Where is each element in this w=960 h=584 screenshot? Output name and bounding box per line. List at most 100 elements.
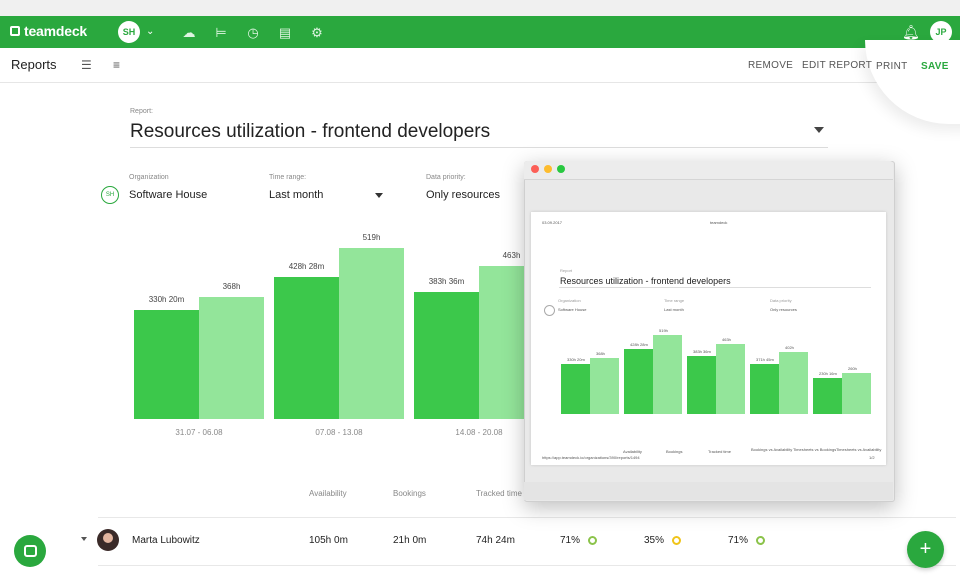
- preview-chart-bar: [779, 351, 808, 414]
- preview-titlebar: [524, 161, 893, 180]
- tracked-value: 74h 24m: [476, 535, 515, 546]
- cloud-upload-icon[interactable]: ☁: [182, 25, 196, 40]
- data-priority-label: Data priority:: [426, 174, 466, 181]
- table-divider: [98, 565, 956, 566]
- preview-bar-label: 463h: [722, 336, 731, 342]
- chevron-down-icon[interactable]: ⌄: [146, 26, 155, 37]
- report-name-select[interactable]: Resources utilization - frontend develop…: [130, 121, 491, 142]
- account-avatar[interactable]: JP: [930, 21, 952, 43]
- maximize-window-icon[interactable]: [557, 165, 565, 173]
- preview-date: 03.09.2017: [542, 220, 563, 225]
- bar-value-label: 519h: [362, 232, 381, 242]
- bar-value-label: 368h: [222, 282, 241, 292]
- time-range-label: Time range:: [269, 174, 307, 181]
- preview-col-bookings: Bookings: [666, 449, 683, 454]
- expand-row-icon[interactable]: [81, 537, 87, 541]
- edit-report-button[interactable]: EDIT REPORT: [802, 60, 873, 71]
- preview-org-badge: [544, 305, 555, 316]
- chart-icon[interactable]: ▤: [278, 25, 292, 40]
- bell-icon[interactable]: 🔔︎: [902, 24, 920, 40]
- preview-chart-bar: [750, 363, 779, 414]
- table-divider: [98, 517, 956, 518]
- bar-value-label: 428h 28m: [288, 262, 325, 272]
- teamdeck-logo[interactable]: teamdeck: [10, 23, 87, 39]
- preview-org-label: Organization: [558, 298, 581, 303]
- time-range-dropdown-icon[interactable]: [375, 193, 383, 198]
- report-dropdown-icon[interactable]: [814, 127, 824, 133]
- avatar: [97, 529, 119, 551]
- preview-chart-bar: [716, 343, 745, 414]
- preview-bar-label: 368h: [596, 351, 605, 357]
- bar-value-label: 383h 36m: [428, 277, 465, 287]
- preview-report-name: Resources utilization - frontend develop…: [560, 276, 731, 286]
- logo-mark-icon: [10, 26, 20, 36]
- minimize-window-icon[interactable]: [544, 165, 552, 173]
- add-button[interactable]: +: [907, 531, 944, 568]
- timesheets-vs-availability-pct: 71%: [728, 535, 749, 546]
- print-button[interactable]: PRINT: [876, 61, 908, 72]
- chat-icon: [23, 545, 37, 557]
- preview-chart-bar: [624, 349, 653, 414]
- list-icon[interactable]: ≡: [113, 58, 121, 72]
- category-label: 07.08 - 13.08: [315, 428, 363, 437]
- column-availability: Availability: [309, 489, 347, 498]
- chart-bar: [339, 247, 404, 419]
- settings-icon[interactable]: ⚙: [311, 25, 323, 40]
- save-highlight: [865, 40, 960, 124]
- timer-icon[interactable]: ◷: [247, 25, 259, 40]
- preview-time-label: Time range: [664, 298, 685, 303]
- report-underline: [130, 147, 828, 148]
- preview-chart-bar: [561, 363, 590, 414]
- preview-org-value: Software House: [558, 307, 587, 312]
- preview-col-timesheets-vs-bookings: Timesheets vs Bookings: [793, 447, 837, 452]
- preview-bar-label: 383h 36m: [693, 348, 711, 354]
- preview-bar-label: 402h: [785, 344, 794, 350]
- progress-ring-icon: [756, 536, 765, 545]
- chart-bar: [134, 309, 199, 419]
- preview-priority-label: Data priority: [770, 298, 792, 303]
- bar-value-label: 463h: [502, 251, 521, 261]
- chat-button[interactable]: [14, 535, 46, 567]
- close-window-icon[interactable]: [531, 165, 539, 173]
- column-bookings: Bookings: [393, 489, 426, 498]
- preview-underline: [559, 287, 871, 288]
- preview-bar-label: 330h 20m: [567, 356, 585, 362]
- chart-bar: [274, 277, 339, 419]
- preview-time-value: Last month: [664, 307, 684, 312]
- remove-button[interactable]: REMOVE: [748, 60, 794, 71]
- top-navigation-bar: [0, 16, 960, 48]
- organization-label: Organization: [129, 174, 169, 181]
- bookings-value: 21h 0m: [393, 535, 427, 546]
- organization-badge: SH: [101, 186, 119, 204]
- preview-col-availability: Availability: [623, 449, 642, 454]
- timesheets-vs-bookings-pct: 35%: [644, 535, 665, 546]
- category-label: 14.08 - 20.08: [455, 428, 503, 437]
- person-name[interactable]: Marta Lubowitz: [132, 535, 200, 546]
- progress-ring-icon: [588, 536, 597, 545]
- preview-chart-bar: [687, 355, 716, 414]
- chart-bar: [199, 297, 264, 419]
- save-button[interactable]: SAVE: [921, 61, 949, 72]
- chart-bar: [414, 292, 479, 419]
- preview-url: https://app.teamdeck.io/organizations/39…: [542, 455, 640, 460]
- preview-chart-bar: [590, 358, 619, 414]
- preview-col-timesheets-vs-availability: Timesheets vs Availability: [836, 447, 882, 452]
- preview-bar-label: 260h: [848, 366, 857, 372]
- preview-brand: teamdeck: [710, 220, 728, 225]
- column-tracked-time: Tracked time: [476, 489, 522, 498]
- preview-bar-label: 428h 28m: [630, 342, 648, 348]
- organization-avatar[interactable]: SH: [118, 21, 140, 43]
- progress-ring-icon: [672, 536, 681, 545]
- bookings-vs-availability-pct: 71%: [560, 535, 581, 546]
- preview-col-bookings-vs-availability: Bookings vs Availability: [751, 447, 793, 452]
- organization-value[interactable]: Software House: [129, 189, 208, 201]
- preview-page: [531, 212, 886, 465]
- time-range-select[interactable]: Last month: [269, 189, 324, 201]
- timeline-icon[interactable]: ⊨: [215, 25, 227, 40]
- category-label: 31.07 - 06.08: [175, 428, 223, 437]
- preview-footer-bar: [524, 482, 893, 500]
- preview-chart-bar: [842, 373, 871, 414]
- filter-icon[interactable]: ☰: [81, 58, 92, 72]
- data-priority-value[interactable]: Only resources: [426, 189, 500, 201]
- preview-chart-bar: [653, 335, 682, 414]
